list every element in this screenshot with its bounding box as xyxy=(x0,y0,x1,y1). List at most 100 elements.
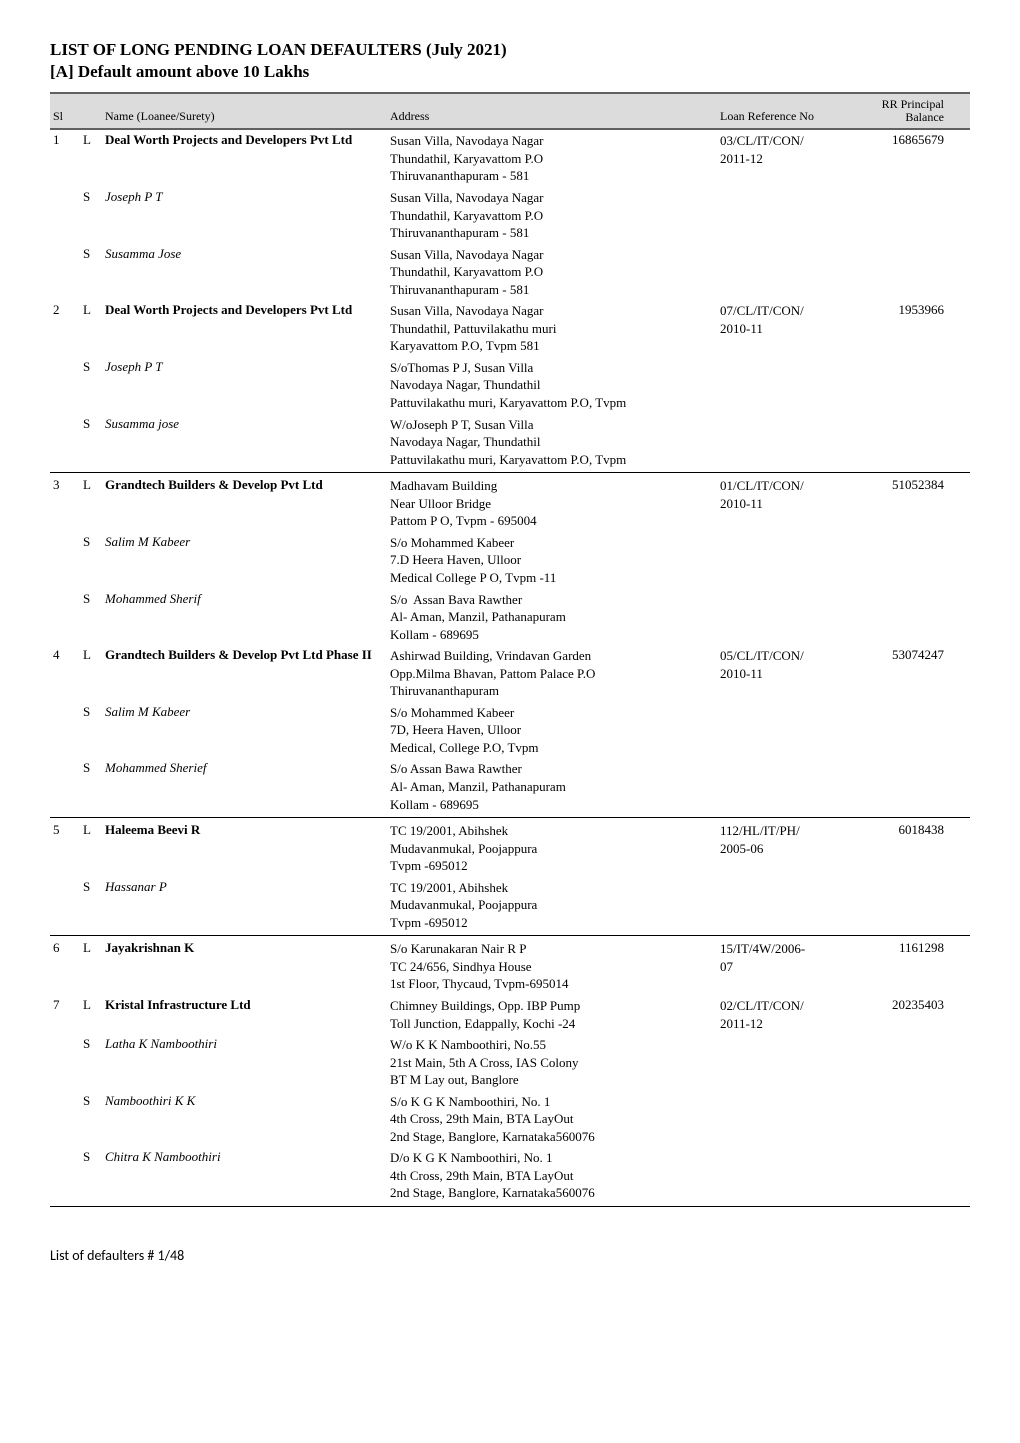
cell-kind: S xyxy=(80,1093,102,1146)
cell-name: Grandtech Builders & Develop Pvt Ltd xyxy=(102,477,387,530)
title-line-1: LIST OF LONG PENDING LOAN DEFAULTERS (Ju… xyxy=(50,40,970,60)
table-row: SMohammed SheriefS/o Assan Bawa Rawther … xyxy=(50,758,970,815)
cell-name: Namboothiri K K xyxy=(102,1093,387,1146)
cell-address: S/o Assan Bava Rawther Al- Aman, Manzil,… xyxy=(387,591,717,644)
cell-name: Joseph P T xyxy=(102,189,387,242)
cell-sl xyxy=(50,534,80,587)
cell-kind: S xyxy=(80,1149,102,1202)
cell-name: Chitra K Namboothiri xyxy=(102,1149,387,1202)
cell-balance: 20235403 xyxy=(837,997,947,1032)
cell-address: Chimney Buildings, Opp. IBP Pump Toll Ju… xyxy=(387,997,717,1032)
entries-container: 1LDeal Worth Projects and Developers Pvt… xyxy=(50,130,970,1204)
table-row: 1LDeal Worth Projects and Developers Pvt… xyxy=(50,130,970,187)
cell-address: S/o Mohammed Kabeer 7.D Heera Haven, Ull… xyxy=(387,534,717,587)
cell-address: Susan Villa, Navodaya Nagar Thundathil, … xyxy=(387,246,717,299)
cell-address: Susan Villa, Navodaya Nagar Thundathil, … xyxy=(387,189,717,242)
table-row: SJoseph P TS/oThomas P J, Susan Villa Na… xyxy=(50,357,970,414)
cell-kind: S xyxy=(80,760,102,813)
cell-ref xyxy=(717,534,837,587)
cell-ref xyxy=(717,1093,837,1146)
cell-sl: 1 xyxy=(50,132,80,185)
cell-name: Mohammed Sherif xyxy=(102,591,387,644)
cell-sl xyxy=(50,1036,80,1089)
cell-sl: 6 xyxy=(50,940,80,993)
header-name: Name (Loanee/Surety) xyxy=(102,109,387,124)
row-divider xyxy=(50,472,970,473)
cell-ref xyxy=(717,879,837,932)
cell-balance xyxy=(837,246,947,299)
cell-name: Hassanar P xyxy=(102,879,387,932)
cell-kind: S xyxy=(80,704,102,757)
cell-name: Grandtech Builders & Develop Pvt Ltd Pha… xyxy=(102,647,387,700)
cell-balance xyxy=(837,416,947,469)
table-row: 3LGrandtech Builders & Develop Pvt LtdMa… xyxy=(50,475,970,532)
cell-ref xyxy=(717,189,837,242)
table-row: 5LHaleema Beevi RTC 19/2001, Abihshek Mu… xyxy=(50,820,970,877)
row-divider xyxy=(50,817,970,818)
cell-address: Susan Villa, Navodaya Nagar Thundathil, … xyxy=(387,132,717,185)
cell-address: W/o K K Namboothiri, No.55 21st Main, 5t… xyxy=(387,1036,717,1089)
table-row: SJoseph P TSusan Villa, Navodaya Nagar T… xyxy=(50,187,970,244)
table-row: SMohammed SherifS/o Assan Bava Rawther A… xyxy=(50,589,970,646)
cell-balance: 16865679 xyxy=(837,132,947,185)
cell-kind: S xyxy=(80,1036,102,1089)
cell-ref xyxy=(717,1036,837,1089)
cell-kind: L xyxy=(80,940,102,993)
cell-kind: L xyxy=(80,647,102,700)
cell-address: TC 19/2001, Abihshek Mudavanmukal, Pooja… xyxy=(387,822,717,875)
cell-kind: L xyxy=(80,477,102,530)
cell-name: Deal Worth Projects and Developers Pvt L… xyxy=(102,132,387,185)
table-row: SLatha K NamboothiriW/o K K Namboothiri,… xyxy=(50,1034,970,1091)
cell-kind: S xyxy=(80,189,102,242)
cell-ref xyxy=(717,704,837,757)
cell-kind: S xyxy=(80,416,102,469)
cell-address: W/oJoseph P T, Susan Villa Navodaya Naga… xyxy=(387,416,717,469)
table-header: Sl Name (Loanee/Surety) Address Loan Ref… xyxy=(50,92,970,130)
cell-name: Salim M Kabeer xyxy=(102,534,387,587)
cell-name: Jayakrishnan K xyxy=(102,940,387,993)
cell-ref: 112/HL/IT/PH/ 2005-06 xyxy=(717,822,837,875)
cell-sl xyxy=(50,591,80,644)
cell-sl xyxy=(50,1149,80,1202)
cell-name: Latha K Namboothiri xyxy=(102,1036,387,1089)
cell-address: S/o Mohammed Kabeer 7D, Heera Haven, Ull… xyxy=(387,704,717,757)
table-row: SSalim M KabeerS/o Mohammed Kabeer 7.D H… xyxy=(50,532,970,589)
cell-balance: 6018438 xyxy=(837,822,947,875)
cell-address: Madhavam Building Near Ulloor Bridge Pat… xyxy=(387,477,717,530)
cell-kind: L xyxy=(80,997,102,1032)
table-row: 7LKristal Infrastructure LtdChimney Buil… xyxy=(50,995,970,1034)
cell-balance xyxy=(837,1093,947,1146)
cell-balance: 51052384 xyxy=(837,477,947,530)
cell-name: Susamma jose xyxy=(102,416,387,469)
cell-kind: L xyxy=(80,302,102,355)
title-line-2: [A] Default amount above 10 Lakhs xyxy=(50,62,970,82)
table-row: 2LDeal Worth Projects and Developers Pvt… xyxy=(50,300,970,357)
cell-ref: 02/CL/IT/CON/ 2011-12 xyxy=(717,997,837,1032)
cell-sl xyxy=(50,359,80,412)
cell-balance xyxy=(837,534,947,587)
cell-name: Kristal Infrastructure Ltd xyxy=(102,997,387,1032)
cell-sl: 3 xyxy=(50,477,80,530)
header-ref: Loan Reference No xyxy=(717,109,837,124)
cell-address: Ashirwad Building, Vrindavan Garden Opp.… xyxy=(387,647,717,700)
cell-kind: S xyxy=(80,246,102,299)
cell-kind: L xyxy=(80,132,102,185)
cell-sl xyxy=(50,760,80,813)
cell-ref xyxy=(717,416,837,469)
cell-name: Mohammed Sherief xyxy=(102,760,387,813)
cell-address: D/o K G K Namboothiri, No. 1 4th Cross, … xyxy=(387,1149,717,1202)
cell-sl xyxy=(50,416,80,469)
cell-sl: 4 xyxy=(50,647,80,700)
cell-balance xyxy=(837,1149,947,1202)
cell-kind: S xyxy=(80,359,102,412)
cell-ref xyxy=(717,591,837,644)
cell-address: S/oThomas P J, Susan Villa Navodaya Naga… xyxy=(387,359,717,412)
table-row: SChitra K NamboothiriD/o K G K Namboothi… xyxy=(50,1147,970,1204)
cell-ref: 05/CL/IT/CON/ 2010-11 xyxy=(717,647,837,700)
cell-address: S/o Karunakaran Nair R P TC 24/656, Sind… xyxy=(387,940,717,993)
table-row: 4LGrandtech Builders & Develop Pvt Ltd P… xyxy=(50,645,970,702)
cell-balance xyxy=(837,591,947,644)
header-address: Address xyxy=(387,109,717,124)
cell-name: Deal Worth Projects and Developers Pvt L… xyxy=(102,302,387,355)
cell-sl: 5 xyxy=(50,822,80,875)
